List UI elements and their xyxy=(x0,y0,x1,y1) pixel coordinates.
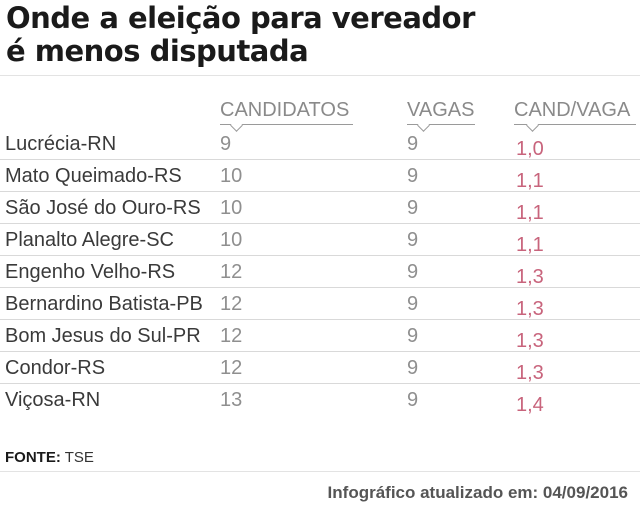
cand-vaga-value: 1,0 xyxy=(516,138,544,160)
vagas-value: 9 xyxy=(407,133,419,155)
vagas-value: 9 xyxy=(407,197,419,219)
row-divider xyxy=(0,287,640,288)
vagas-value: 9 xyxy=(407,389,419,411)
table-body: Lucrécia-RN 9 9 1,0 Mato Queimado-RS 10 9 1,1 Sã… xyxy=(0,128,640,416)
cand-vaga-value: 1,3 xyxy=(516,266,544,288)
column-header-cand-vaga-label: CAND/VAGA xyxy=(514,99,631,121)
city-name: Engenho Velho-RS xyxy=(5,261,176,283)
top-divider xyxy=(0,75,640,76)
cand-vaga-value: 1,1 xyxy=(516,202,544,224)
table-row: Bernardino Batista-PB 12 9 1,3 xyxy=(0,288,640,320)
cand-vaga-value: 1,3 xyxy=(516,298,544,320)
cand-vaga-value: 1,3 xyxy=(516,362,544,384)
city-name: Bernardino Batista-PB xyxy=(5,293,203,315)
table-row: São José do Ouro-RS 10 9 1,1 xyxy=(0,192,640,224)
column-header-candidatos-label: CANDIDATOS xyxy=(220,99,350,121)
row-divider xyxy=(0,383,640,384)
cand-vaga-value: 1,4 xyxy=(516,394,544,416)
row-divider xyxy=(0,191,640,192)
cand-vaga-value: 1,3 xyxy=(516,330,544,352)
table-row: Condor-RS 12 9 1,3 xyxy=(0,352,640,384)
column-header-cand-vaga: CAND/VAGA xyxy=(514,98,636,132)
candidatos-value: 12 xyxy=(220,261,243,283)
candidatos-value: 10 xyxy=(220,165,243,187)
table-row: Bom Jesus do Sul-PR 12 9 1,3 xyxy=(0,320,640,352)
table-row: Viçosa-RN 13 9 1,4 xyxy=(0,384,640,416)
updated-note: Infográfico atualizado em: 04/09/2016 xyxy=(327,483,628,502)
table-row: Planalto Alegre-SC 10 9 1,1 xyxy=(0,224,640,256)
bottom-divider xyxy=(0,471,640,472)
source-value: TSE xyxy=(64,449,94,466)
city-name: São José do Ouro-RS xyxy=(5,197,201,219)
city-name: Lucrécia-RN xyxy=(5,133,117,155)
vagas-value: 9 xyxy=(407,261,419,283)
city-name: Viçosa-RN xyxy=(5,389,101,411)
vagas-value: 9 xyxy=(407,229,419,251)
candidatos-value: 13 xyxy=(220,389,243,411)
candidatos-value: 10 xyxy=(220,197,243,219)
vagas-value: 9 xyxy=(407,165,419,187)
cand-vaga-value: 1,1 xyxy=(516,170,544,192)
row-divider xyxy=(0,223,640,224)
city-name: Bom Jesus do Sul-PR xyxy=(5,325,201,347)
row-divider xyxy=(0,319,640,320)
vagas-value: 9 xyxy=(407,357,419,379)
cand-vaga-value: 1,1 xyxy=(516,234,544,256)
table-row: Lucrécia-RN 9 9 1,0 xyxy=(0,128,640,160)
title-line-2: é menos disputada xyxy=(6,34,309,68)
row-divider xyxy=(0,159,640,160)
column-header-candidatos: CANDIDATOS xyxy=(220,98,353,132)
candidatos-value: 12 xyxy=(220,325,243,347)
source-label: FONTE: xyxy=(5,449,61,466)
candidatos-value: 9 xyxy=(220,133,232,155)
city-name: Mato Queimado-RS xyxy=(5,165,182,187)
candidatos-value: 12 xyxy=(220,293,243,315)
candidatos-value: 10 xyxy=(220,229,243,251)
title-line-1: Onde a eleição para vereador xyxy=(6,1,475,35)
candidatos-value: 12 xyxy=(220,357,243,379)
chart-title: Onde a eleição para vereador é menos dis… xyxy=(6,2,475,68)
source-note: FONTE: TSE xyxy=(5,449,94,466)
table-row: Mato Queimado-RS 10 9 1,1 xyxy=(0,160,640,192)
city-name: Planalto Alegre-SC xyxy=(5,229,174,251)
city-name: Condor-RS xyxy=(5,357,106,379)
column-header-vagas: VAGAS xyxy=(407,98,475,132)
vagas-value: 9 xyxy=(407,325,419,347)
column-header-vagas-label: VAGAS xyxy=(407,99,475,121)
row-divider xyxy=(0,255,640,256)
table-row: Engenho Velho-RS 12 9 1,3 xyxy=(0,256,640,288)
vagas-value: 9 xyxy=(407,293,419,315)
row-divider xyxy=(0,351,640,352)
